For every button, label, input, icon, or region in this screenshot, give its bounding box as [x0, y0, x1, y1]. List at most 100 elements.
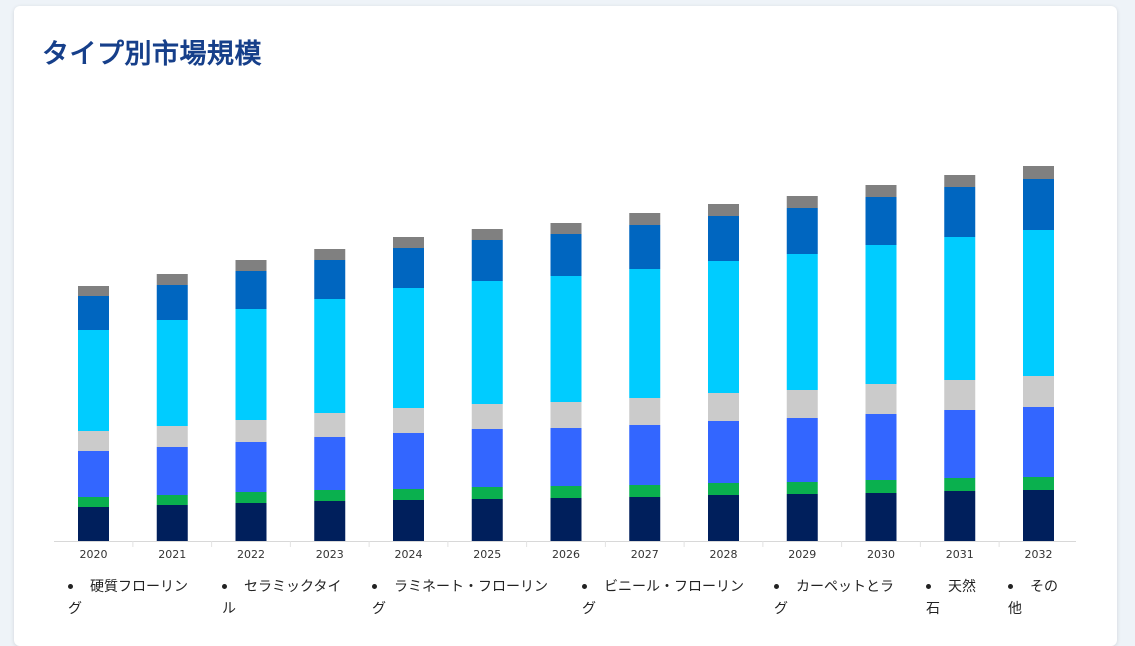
bar-segment-2028-4[interactable] [708, 393, 739, 421]
bar-segment-2030-3[interactable] [865, 414, 897, 480]
bar-segment-2023-5[interactable] [314, 299, 346, 413]
bar-segment-2027-3[interactable] [629, 425, 661, 485]
bar-segment-2025-5[interactable] [471, 281, 503, 404]
bar-segment-2030-5[interactable] [865, 245, 897, 384]
bar-segment-2022-1[interactable] [235, 503, 267, 541]
bar-segment-2024-5[interactable] [393, 288, 424, 408]
bar-segment-2025-1[interactable] [471, 499, 503, 541]
bar-segment-2021-2[interactable] [156, 495, 188, 505]
bar-segment-2028-1[interactable] [708, 495, 739, 541]
legend-item[interactable]: 天然石 [926, 576, 976, 620]
bar-segment-2031-1[interactable] [944, 491, 976, 541]
bar-segment-2026-3[interactable] [550, 428, 582, 486]
bar-segment-2023-1[interactable] [314, 501, 346, 541]
bar-segment-2026-5[interactable] [550, 276, 582, 402]
bar-segment-2023-6[interactable] [314, 260, 346, 299]
bar-segment-2028-5[interactable] [708, 261, 739, 393]
bar-segment-2024-2[interactable] [393, 489, 424, 500]
bar-segment-2029-4[interactable] [786, 390, 818, 418]
bar-segment-2032-1[interactable] [1023, 490, 1054, 541]
x-tick-label: 2031 [946, 548, 974, 561]
bar-segment-2021-4[interactable] [156, 426, 188, 447]
legend-item[interactable]: カーペットとラグ [774, 576, 898, 620]
bar-segment-2027-2[interactable] [629, 485, 661, 497]
bar-segment-2021-1[interactable] [156, 505, 188, 541]
bar-segment-2029-3[interactable] [786, 418, 818, 482]
legend-label: 天然石 [926, 579, 976, 617]
bar-segment-2029-7[interactable] [786, 196, 818, 208]
bar-segment-2021-7[interactable] [156, 274, 188, 285]
legend-item[interactable]: ビニール・フローリング [582, 576, 750, 620]
bar-segment-2029-5[interactable] [786, 254, 818, 390]
bar-segment-2032-7[interactable] [1023, 166, 1054, 179]
bar-segment-2028-2[interactable] [708, 483, 739, 495]
bar-segment-2031-2[interactable] [944, 478, 976, 491]
bar-segment-2021-6[interactable] [156, 285, 188, 320]
bar-segment-2022-3[interactable] [235, 442, 267, 492]
bar-segment-2025-6[interactable] [471, 240, 503, 281]
bar-segment-2024-1[interactable] [393, 500, 424, 541]
bar-segment-2032-5[interactable] [1023, 230, 1054, 376]
bar-segment-2024-6[interactable] [393, 248, 424, 288]
bar-segment-2025-3[interactable] [471, 429, 503, 487]
bar-segment-2030-6[interactable] [865, 197, 897, 245]
bar-segment-2024-3[interactable] [393, 433, 424, 489]
bar-segment-2029-6[interactable] [786, 208, 818, 254]
bar-segment-2030-7[interactable] [865, 185, 897, 197]
bar-segment-2028-6[interactable] [708, 216, 739, 261]
legend-item[interactable]: ラミネート・フローリング [372, 576, 560, 620]
bar-segment-2028-3[interactable] [708, 421, 739, 483]
bar-segment-2023-3[interactable] [314, 437, 346, 490]
bar-segment-2023-2[interactable] [314, 490, 346, 501]
bar-segment-2024-7[interactable] [393, 237, 424, 248]
bar-segment-2024-4[interactable] [393, 408, 424, 433]
bar-segment-2026-2[interactable] [550, 486, 582, 498]
bar-segment-2032-2[interactable] [1023, 477, 1054, 490]
bar-segment-2022-2[interactable] [235, 492, 267, 503]
bar-segment-2030-1[interactable] [865, 493, 897, 541]
bar-segment-2022-6[interactable] [235, 271, 267, 309]
bar-segment-2030-4[interactable] [865, 384, 897, 414]
legend-item[interactable]: セラミックタイル [222, 576, 344, 620]
bar-segment-2029-2[interactable] [786, 482, 818, 494]
bar-segment-2031-5[interactable] [944, 237, 976, 380]
bar-segment-2021-5[interactable] [156, 320, 188, 426]
legend-item[interactable]: 硬質フローリング [68, 576, 196, 620]
bar-segment-2020-5[interactable] [78, 330, 109, 431]
bar-segment-2027-5[interactable] [629, 269, 661, 398]
bar-segment-2027-1[interactable] [629, 497, 661, 541]
bar-segment-2020-2[interactable] [78, 497, 109, 507]
bar-segment-2022-7[interactable] [235, 260, 267, 271]
bar-segment-2030-2[interactable] [865, 480, 897, 493]
bar-segment-2027-7[interactable] [629, 213, 661, 225]
bar-segment-2022-4[interactable] [235, 420, 267, 442]
bar-segment-2023-7[interactable] [314, 249, 346, 260]
bar-segment-2020-3[interactable] [78, 451, 109, 497]
bar-segment-2025-7[interactable] [471, 229, 503, 240]
legend-item[interactable]: その他 [1008, 576, 1068, 620]
bar-segment-2027-4[interactable] [629, 398, 661, 425]
bar-segment-2026-4[interactable] [550, 402, 582, 428]
bar-segment-2031-4[interactable] [944, 380, 976, 410]
bar-segment-2025-2[interactable] [471, 487, 503, 499]
bar-segment-2020-4[interactable] [78, 431, 109, 451]
bar-segment-2031-6[interactable] [944, 187, 976, 237]
bar-segment-2026-6[interactable] [550, 234, 582, 276]
bar-segment-2021-3[interactable] [156, 447, 188, 495]
bar-segment-2025-4[interactable] [471, 404, 503, 429]
bar-segment-2020-1[interactable] [78, 507, 109, 541]
bar-segment-2020-7[interactable] [78, 286, 109, 296]
bar-segment-2020-6[interactable] [78, 296, 109, 330]
bar-segment-2031-3[interactable] [944, 410, 976, 478]
bar-segment-2028-7[interactable] [708, 204, 739, 216]
bar-segment-2032-4[interactable] [1023, 376, 1054, 407]
bar-segment-2026-7[interactable] [550, 223, 582, 234]
bar-segment-2031-7[interactable] [944, 175, 976, 187]
bar-segment-2032-6[interactable] [1023, 179, 1054, 230]
bar-segment-2029-1[interactable] [786, 494, 818, 541]
bar-segment-2027-6[interactable] [629, 225, 661, 269]
bar-segment-2022-5[interactable] [235, 309, 267, 420]
bar-segment-2023-4[interactable] [314, 413, 346, 437]
bar-segment-2026-1[interactable] [550, 498, 582, 541]
bar-segment-2032-3[interactable] [1023, 407, 1054, 477]
